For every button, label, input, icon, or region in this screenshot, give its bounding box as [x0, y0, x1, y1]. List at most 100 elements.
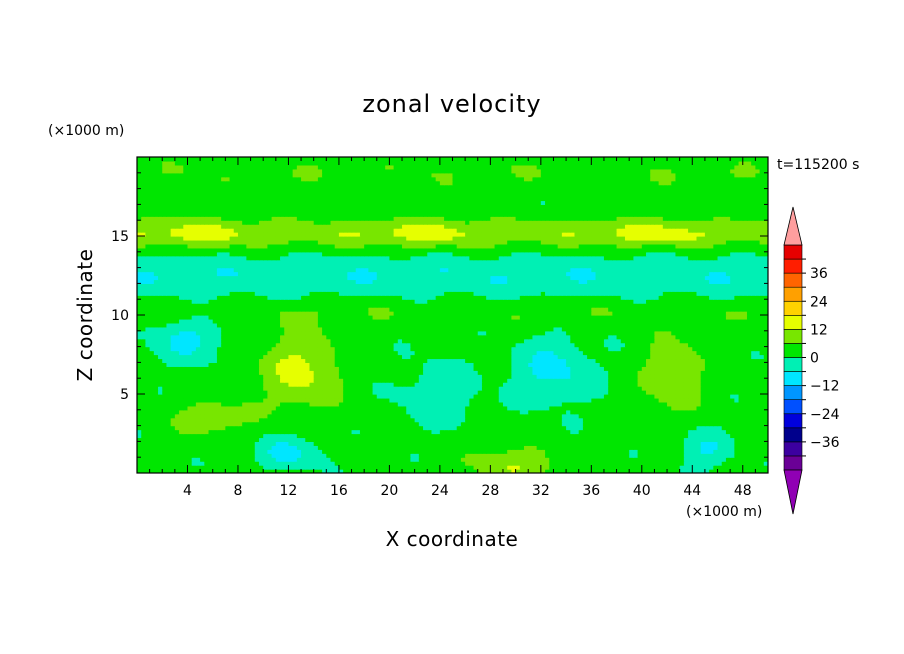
field-cell	[313, 394, 319, 399]
field-cell	[372, 425, 378, 431]
field-cell	[162, 469, 168, 473]
field-cell	[195, 358, 201, 363]
field-cell	[734, 425, 740, 431]
field-cell	[717, 394, 723, 399]
field-cell	[145, 453, 151, 458]
field-cell	[410, 461, 416, 466]
field-cell	[183, 457, 189, 462]
field-cell	[738, 461, 744, 466]
field-cell	[237, 445, 243, 450]
field-cell	[397, 346, 403, 352]
field-cell	[452, 401, 458, 407]
field-cell	[448, 405, 454, 411]
field-cell	[389, 386, 395, 391]
field-cell	[486, 382, 491, 387]
field-cell	[431, 453, 437, 458]
field-cell	[528, 401, 534, 407]
field-cell	[545, 378, 550, 383]
field-cell	[385, 362, 390, 367]
field-cell	[204, 465, 210, 470]
field-cell	[502, 421, 508, 427]
field-cell	[734, 445, 740, 450]
field-cell	[246, 425, 252, 431]
field-cell	[385, 441, 390, 446]
field-cell	[721, 445, 727, 450]
field-cell	[359, 346, 365, 352]
field-cell	[296, 370, 302, 375]
field-cell	[292, 405, 298, 411]
field-cell	[444, 453, 449, 458]
field-cell	[473, 441, 479, 446]
field-cell	[746, 362, 752, 367]
field-cell	[183, 358, 189, 363]
field-cell	[183, 382, 189, 387]
field-cell	[406, 405, 412, 411]
field-cell	[587, 401, 592, 407]
field-cell	[393, 350, 399, 356]
field-cell	[725, 449, 731, 454]
field-cell	[439, 382, 445, 387]
field-cell	[410, 417, 416, 423]
field-cell	[162, 429, 168, 435]
field-cell	[431, 350, 437, 356]
field-cell	[221, 449, 226, 454]
field-cell	[237, 374, 243, 379]
field-cell	[402, 421, 407, 427]
field-cell	[162, 382, 168, 387]
field-cell	[688, 413, 693, 419]
field-cell	[368, 445, 374, 450]
field-cell	[435, 465, 441, 470]
field-cell	[469, 346, 475, 352]
field-cell	[574, 429, 580, 435]
field-cell	[200, 366, 205, 371]
field-cell	[246, 401, 252, 407]
field-cell	[709, 453, 714, 458]
field-cell	[435, 417, 441, 423]
field-cell	[557, 433, 563, 439]
field-cell	[561, 425, 567, 431]
field-cell	[738, 386, 744, 391]
field-cell	[477, 469, 483, 473]
field-cell	[137, 405, 142, 411]
field-cell	[179, 378, 184, 383]
field-cell	[650, 465, 656, 470]
field-cell	[725, 382, 731, 387]
field-cell	[721, 429, 727, 435]
field-cell	[250, 441, 256, 446]
field-cell	[431, 421, 437, 427]
field-cell	[477, 433, 483, 439]
field-cell	[603, 342, 609, 348]
field-cell	[406, 346, 412, 352]
field-cell	[683, 429, 689, 435]
field-cell	[536, 449, 542, 454]
field-cell	[763, 437, 768, 442]
field-cell	[313, 437, 319, 442]
field-cell	[717, 342, 723, 348]
field-cell	[692, 354, 698, 360]
field-cell	[330, 417, 336, 423]
field-cell	[263, 401, 269, 407]
field-cell	[427, 366, 433, 371]
field-cell	[195, 366, 201, 371]
field-cell	[372, 457, 378, 462]
field-cell	[557, 437, 563, 442]
field-cell	[528, 378, 534, 383]
field-cell	[439, 366, 445, 371]
field-cell	[225, 382, 231, 387]
field-cell	[490, 441, 496, 446]
field-cell	[502, 366, 508, 371]
field-cell	[174, 382, 180, 387]
field-cell	[734, 469, 740, 473]
field-cell	[254, 362, 260, 367]
field-cell	[587, 429, 592, 435]
field-cell	[406, 397, 412, 403]
field-cell	[158, 370, 163, 375]
field-cell	[170, 386, 176, 391]
field-cell	[271, 433, 277, 439]
field-cell	[221, 417, 226, 423]
field-cell	[667, 397, 672, 403]
field-cell	[242, 405, 247, 411]
field-cell	[364, 453, 369, 458]
field-cell	[725, 469, 731, 473]
field-cell	[179, 390, 184, 395]
